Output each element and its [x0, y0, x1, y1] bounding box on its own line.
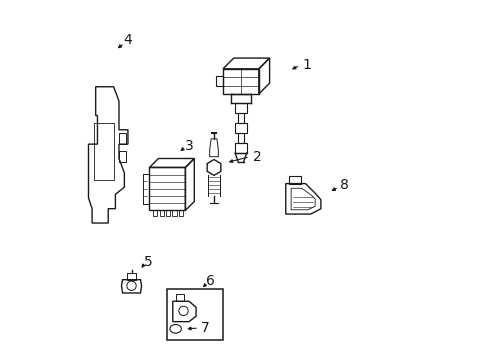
Bar	[237, 113, 244, 123]
Text: 7: 7	[200, 321, 209, 335]
Text: 6: 6	[205, 274, 214, 288]
Text: 5: 5	[144, 255, 152, 269]
Text: 4: 4	[123, 33, 132, 47]
Bar	[167, 289, 223, 339]
Bar	[179, 211, 183, 216]
Bar	[165, 211, 170, 216]
Bar	[235, 103, 246, 113]
Bar	[172, 211, 176, 216]
Bar	[235, 123, 246, 133]
Text: 8: 8	[340, 178, 348, 192]
Bar	[289, 176, 300, 184]
Bar	[237, 133, 244, 143]
Bar	[159, 211, 163, 216]
Bar	[176, 294, 184, 301]
Text: 3: 3	[184, 139, 193, 153]
Text: 1: 1	[302, 58, 311, 72]
Bar	[153, 211, 157, 216]
Text: 2: 2	[252, 150, 261, 164]
Bar	[149, 167, 185, 211]
Bar	[223, 69, 258, 94]
Bar	[215, 76, 223, 86]
Bar	[127, 273, 136, 280]
Bar	[235, 143, 246, 153]
